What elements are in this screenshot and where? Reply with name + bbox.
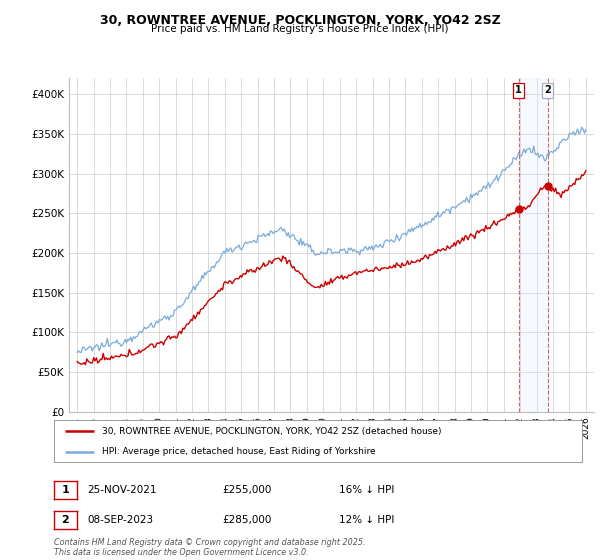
Text: HPI: Average price, detached house, East Riding of Yorkshire: HPI: Average price, detached house, East… [101, 447, 375, 456]
Text: 12% ↓ HPI: 12% ↓ HPI [339, 515, 394, 525]
Text: 1: 1 [515, 85, 522, 95]
Text: 16% ↓ HPI: 16% ↓ HPI [339, 485, 394, 495]
Bar [518, 78, 548, 412]
Text: 25-NOV-2021: 25-NOV-2021 [87, 485, 157, 495]
Text: 30, ROWNTREE AVENUE, POCKLINGTON, YORK, YO42 2SZ (detached house): 30, ROWNTREE AVENUE, POCKLINGTON, YORK, … [101, 427, 441, 436]
Text: 30, ROWNTREE AVENUE, POCKLINGTON, YORK, YO42 2SZ: 30, ROWNTREE AVENUE, POCKLINGTON, YORK, … [100, 14, 500, 27]
Text: £285,000: £285,000 [222, 515, 271, 525]
Text: Price paid vs. HM Land Registry's House Price Index (HPI): Price paid vs. HM Land Registry's House … [151, 24, 449, 34]
Text: 1: 1 [62, 485, 69, 495]
Text: Contains HM Land Registry data © Crown copyright and database right 2025.
This d: Contains HM Land Registry data © Crown c… [54, 538, 365, 557]
Text: £255,000: £255,000 [222, 485, 271, 495]
Text: 2: 2 [544, 85, 551, 95]
Text: 08-SEP-2023: 08-SEP-2023 [87, 515, 153, 525]
Text: 2: 2 [62, 515, 69, 525]
